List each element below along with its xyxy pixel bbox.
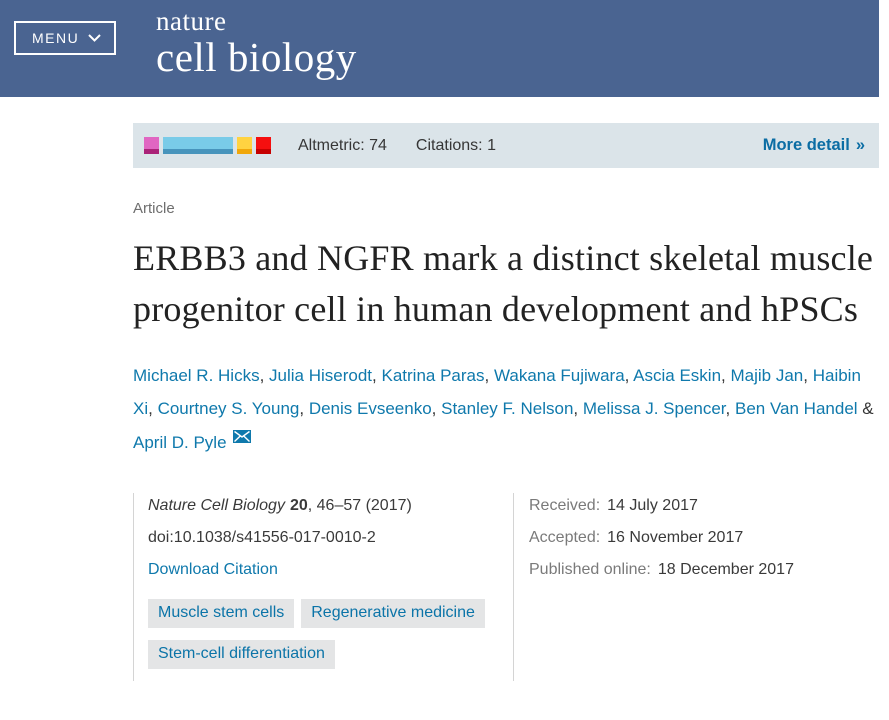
author-link[interactable]: Stanley F. Nelson xyxy=(441,399,574,419)
author-link[interactable]: April D. Pyle xyxy=(133,432,227,452)
citation-line: Nature Cell Biology 20, 46–57 (2017) xyxy=(148,497,513,515)
article-type-label: Article xyxy=(133,200,175,217)
history-value: 18 December 2017 xyxy=(657,560,794,578)
subject-tags: Muscle stem cells Regenerative medicine St… xyxy=(148,598,513,681)
author-separator: , xyxy=(299,399,309,419)
email-icon[interactable] xyxy=(232,429,251,443)
article-meta: Nature Cell Biology 20, 46–57 (2017) doi:… xyxy=(133,492,879,681)
citation-panel: Nature Cell Biology 20, 46–57 (2017) doi:… xyxy=(133,492,513,681)
author-link[interactable]: Wakana Fujiwara xyxy=(493,366,625,386)
altmetric-block-blue xyxy=(163,137,233,154)
author-link[interactable]: Denis Evseenko xyxy=(308,399,432,419)
article-title: ERBB3 and NGFR mark a distinct skeletal … xyxy=(133,238,874,330)
history-row: Published online: 18 December 2017 xyxy=(529,561,879,579)
author-list: Michael R. Hicks, Julia Hiserodt, Katrin… xyxy=(133,359,879,458)
author-link[interactable]: Julia Hiserodt xyxy=(269,366,373,386)
history-value: 16 November 2017 xyxy=(607,528,744,546)
author-separator: , xyxy=(431,399,442,419)
history-row: Accepted: 16 November 2017 xyxy=(529,529,879,547)
author-link[interactable]: Haibin Xi xyxy=(133,366,861,419)
volume-number: 20 xyxy=(289,496,308,514)
history-label: Accepted: xyxy=(529,528,601,546)
double-chevron-right-icon: » xyxy=(855,136,865,154)
altmetric-block-red xyxy=(256,137,271,154)
author-link[interactable]: Melissa J. Spencer xyxy=(582,399,726,419)
author-separator: , xyxy=(148,399,158,419)
citations-count: Citations: 1 xyxy=(415,136,496,154)
history-row: Received: 14 July 2017 xyxy=(529,497,879,515)
author-separator: , xyxy=(372,366,382,386)
masthead: MENU nature cell biology xyxy=(0,0,879,97)
menu-button[interactable]: MENU xyxy=(14,21,117,55)
history-label: Published online: xyxy=(529,560,651,578)
doi-text: doi:10.1038/s41556-017-0010-2 xyxy=(148,528,376,546)
journal-logo[interactable]: nature cell biology xyxy=(156,8,357,78)
author-link[interactable]: Ben Van Handel xyxy=(735,399,858,419)
subject-tag[interactable]: Muscle stem cells xyxy=(148,598,295,628)
author-separator: , xyxy=(624,366,634,386)
subject-tag[interactable]: Stem-cell differentiation xyxy=(148,639,335,669)
download-citation-link[interactable]: Download Citation xyxy=(148,560,278,578)
author-separator: , xyxy=(725,399,735,419)
journal-name: Nature Cell Biology xyxy=(148,496,285,514)
author-separator: , xyxy=(484,366,494,386)
author-separator: , xyxy=(721,366,731,386)
pages-range: , 46–57 (2017) xyxy=(307,496,412,514)
author-separator: , xyxy=(803,366,813,386)
author-link[interactable]: Ascia Eskin xyxy=(633,366,722,386)
article-header: Altmetric: 74 Citations: 1 More detail »… xyxy=(133,123,879,681)
article-history: Received: 14 July 2017 Accepted: 16 Novembe… xyxy=(513,492,879,681)
author-separator: , xyxy=(259,366,270,386)
altmetric-block-yellow xyxy=(237,137,252,154)
subject-tag[interactable]: Regenerative medicine xyxy=(301,598,485,628)
history-label: Received: xyxy=(529,496,601,514)
altmetric-block-magenta xyxy=(144,137,159,154)
journal-logo-nature: nature xyxy=(156,6,227,36)
menu-button-label: MENU xyxy=(32,30,80,46)
author-separator: & xyxy=(857,399,874,419)
journal-logo-title: cell biology xyxy=(156,34,357,80)
author-link[interactable]: Katrina Paras xyxy=(381,366,485,386)
more-detail-label: More detail xyxy=(762,136,850,154)
author-separator: , xyxy=(573,399,583,419)
altmetric-bar: Altmetric: 74 Citations: 1 More detail » xyxy=(133,123,879,168)
author-link[interactable]: Courtney S. Young xyxy=(157,399,300,419)
altmetric-score: Altmetric: 74 xyxy=(298,136,387,154)
author-link[interactable]: Michael R. Hicks xyxy=(133,366,260,386)
altmetric-badge xyxy=(144,137,271,154)
more-detail-link[interactable]: More detail » xyxy=(763,136,865,155)
chevron-down-icon xyxy=(88,34,101,42)
author-link[interactable]: Majib Jan xyxy=(730,366,804,386)
history-value: 14 July 2017 xyxy=(607,496,698,514)
